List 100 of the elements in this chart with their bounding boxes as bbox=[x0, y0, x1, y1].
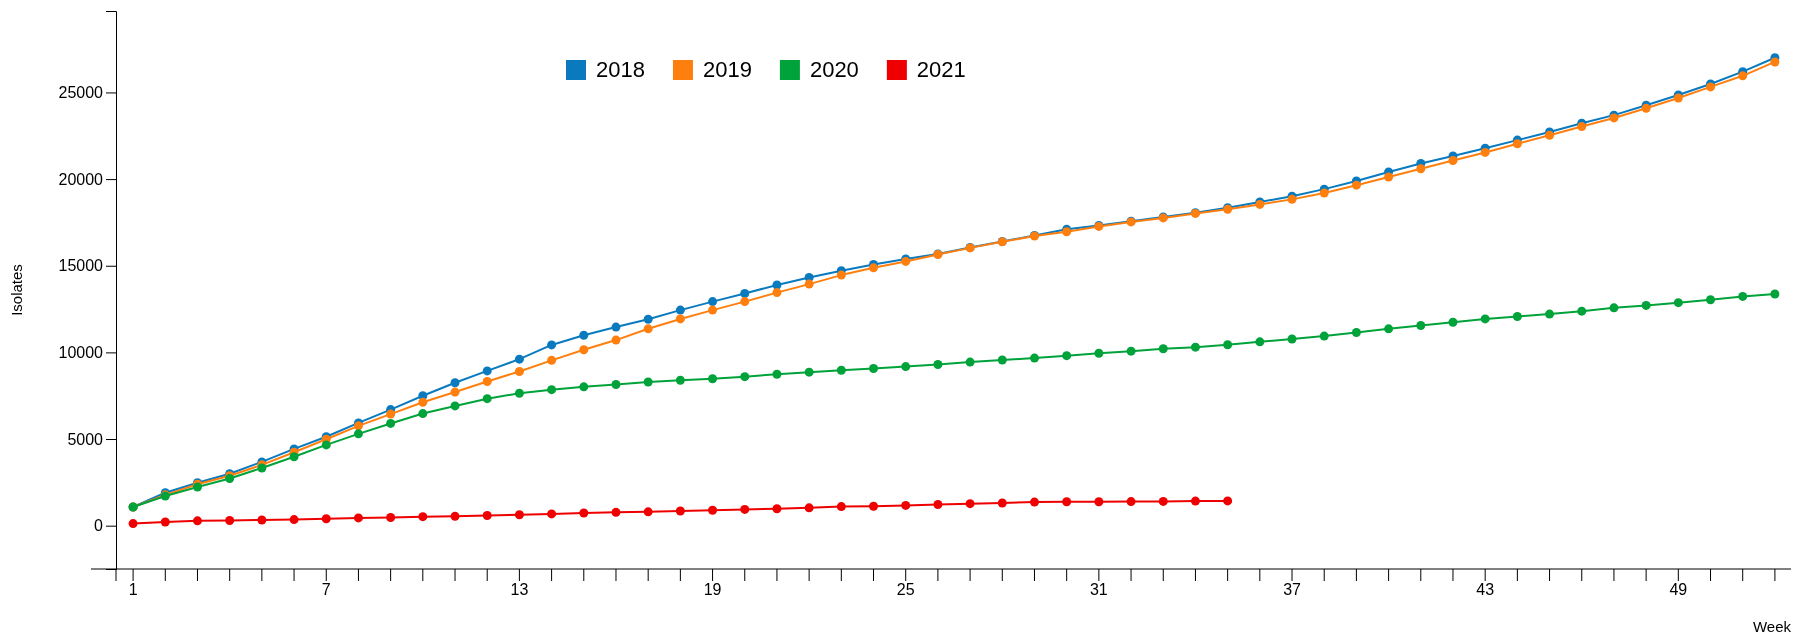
point bbox=[1126, 497, 1136, 507]
point bbox=[740, 372, 750, 382]
point bbox=[1062, 351, 1072, 361]
point bbox=[708, 505, 718, 515]
point bbox=[740, 288, 750, 298]
point bbox=[1480, 147, 1490, 157]
point bbox=[1062, 497, 1072, 507]
point bbox=[1545, 309, 1555, 319]
point bbox=[1512, 312, 1522, 322]
point bbox=[1480, 314, 1490, 324]
point bbox=[933, 500, 943, 510]
point bbox=[1577, 122, 1587, 132]
point bbox=[1448, 317, 1458, 327]
point bbox=[418, 409, 428, 419]
point bbox=[579, 330, 589, 340]
point bbox=[579, 345, 589, 355]
point bbox=[1094, 497, 1104, 507]
point bbox=[257, 515, 267, 525]
point bbox=[997, 498, 1007, 508]
point bbox=[1512, 139, 1522, 149]
point bbox=[450, 378, 460, 388]
point bbox=[1706, 295, 1716, 305]
point bbox=[1641, 300, 1651, 310]
point bbox=[353, 513, 363, 523]
point bbox=[804, 367, 814, 377]
y-tick-label: 15000 bbox=[58, 257, 104, 275]
point bbox=[965, 357, 975, 367]
point bbox=[836, 270, 846, 280]
point bbox=[1126, 346, 1136, 356]
point bbox=[1190, 496, 1200, 506]
legend-label: 2020 bbox=[809, 57, 859, 82]
point bbox=[772, 288, 782, 298]
point bbox=[1384, 172, 1394, 182]
point bbox=[579, 508, 589, 518]
point bbox=[289, 452, 299, 462]
point bbox=[1158, 496, 1168, 506]
x-tick-label: 31 bbox=[1089, 581, 1108, 599]
point bbox=[1770, 57, 1780, 67]
legend-label: 2021 bbox=[916, 57, 966, 82]
x-tick-label: 13 bbox=[510, 581, 529, 599]
y-tick-label: 20000 bbox=[58, 170, 104, 188]
point bbox=[1673, 298, 1683, 308]
point bbox=[1223, 340, 1233, 350]
point bbox=[611, 379, 621, 389]
point bbox=[514, 354, 524, 364]
point bbox=[579, 382, 589, 392]
point bbox=[321, 514, 331, 524]
legend-label: 2019 bbox=[702, 57, 752, 82]
point bbox=[643, 314, 653, 324]
point bbox=[643, 377, 653, 387]
point bbox=[997, 355, 1007, 365]
point bbox=[1029, 353, 1039, 363]
point bbox=[675, 314, 685, 324]
point bbox=[547, 355, 557, 365]
point bbox=[547, 385, 557, 395]
point bbox=[869, 364, 879, 373]
point bbox=[547, 340, 557, 350]
point bbox=[1158, 344, 1168, 354]
point bbox=[225, 515, 235, 525]
x-tick-label: 7 bbox=[321, 581, 331, 599]
point bbox=[1738, 291, 1748, 301]
point bbox=[547, 509, 557, 519]
point bbox=[1287, 334, 1297, 344]
x-axis-title: Week bbox=[1752, 618, 1792, 635]
point bbox=[933, 360, 943, 370]
point bbox=[1351, 180, 1361, 190]
point bbox=[1738, 71, 1748, 81]
point bbox=[482, 510, 492, 520]
point bbox=[772, 504, 782, 514]
y-tick-label: 0 bbox=[94, 517, 104, 535]
y-tick-label: 10000 bbox=[58, 344, 104, 362]
point bbox=[643, 324, 653, 334]
x-tick-label: 37 bbox=[1283, 581, 1302, 599]
x-tick-label: 43 bbox=[1476, 581, 1495, 599]
point bbox=[386, 409, 396, 419]
point bbox=[482, 394, 492, 404]
point bbox=[1351, 327, 1361, 337]
point bbox=[901, 362, 911, 372]
point bbox=[675, 506, 685, 516]
point bbox=[611, 322, 621, 332]
point bbox=[804, 279, 814, 289]
point bbox=[1609, 303, 1619, 313]
point bbox=[1094, 348, 1104, 358]
point bbox=[1770, 289, 1780, 299]
point bbox=[386, 418, 396, 428]
point bbox=[386, 513, 396, 523]
point bbox=[1448, 156, 1458, 166]
point bbox=[901, 500, 911, 510]
point bbox=[450, 401, 460, 411]
point bbox=[1577, 306, 1587, 316]
point bbox=[836, 502, 846, 512]
x-tick-label: 19 bbox=[703, 581, 722, 599]
point bbox=[514, 510, 524, 520]
point bbox=[643, 507, 653, 517]
point bbox=[321, 440, 331, 450]
point bbox=[514, 388, 524, 398]
point bbox=[1384, 324, 1394, 334]
point bbox=[192, 516, 202, 526]
point bbox=[514, 366, 524, 376]
point bbox=[450, 511, 460, 521]
